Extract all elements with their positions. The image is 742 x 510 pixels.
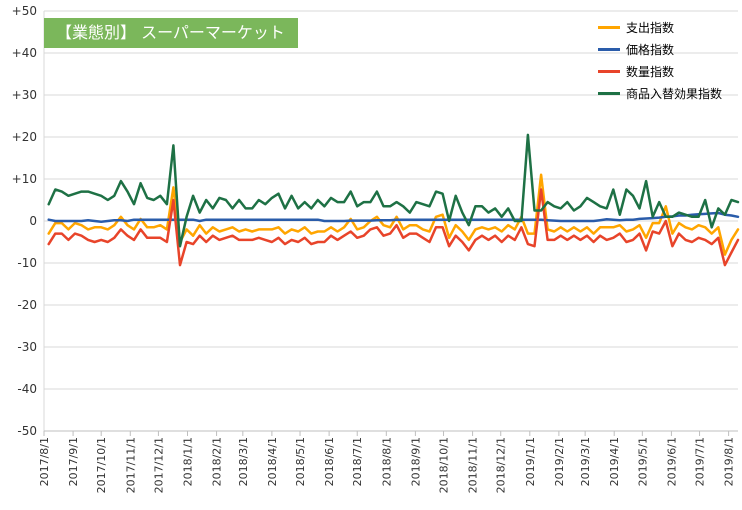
y-tick-label: -40 — [17, 382, 37, 396]
series-line — [47, 211, 740, 224]
legend-item: 支出指数 — [598, 16, 722, 38]
x-tick-label: 2018/5/1 — [294, 437, 307, 486]
legend-item: 価格指数 — [598, 38, 722, 60]
x-tick-label: 2017/11/1 — [124, 437, 137, 493]
legend-item: 商品入替効果指数 — [598, 82, 722, 104]
legend-label: 価格指数 — [626, 42, 675, 57]
x-axis-tick-labels: 2017/8/1 2017/9/1 2017/10/1 2017/11/1 2017/1… — [38, 437, 736, 493]
legend: 支出指数価格指数数量指数商品入替効果指数 — [598, 16, 722, 104]
legend-swatch — [598, 25, 620, 29]
legend-label: 商品入替効果指数 — [626, 86, 723, 101]
legend-label: 数量指数 — [626, 64, 675, 79]
y-tick-label: +50 — [12, 4, 37, 18]
series-line — [47, 188, 740, 267]
x-tick-label: 2019/5/1 — [636, 437, 649, 486]
y-tick-label: 0 — [29, 214, 37, 228]
legend-item: 数量指数 — [598, 60, 722, 82]
y-tick-label: +20 — [12, 130, 37, 144]
y-tick-label: -30 — [17, 340, 37, 354]
x-tick-label: 2017/8/1 — [38, 437, 51, 486]
x-tick-label: 2018/1/1 — [181, 437, 194, 486]
x-tick-label: 2017/12/1 — [152, 437, 165, 493]
x-tick-label: 2018/3/1 — [237, 437, 250, 486]
x-tick-label: 2018/4/1 — [266, 437, 279, 486]
x-tick-label: 2019/2/1 — [553, 437, 566, 486]
x-tick-label: 2017/9/1 — [67, 437, 80, 486]
x-tick-label: 2018/2/1 — [211, 437, 224, 486]
x-tick-label: 2019/7/1 — [694, 437, 707, 486]
x-tick-label: 2019/3/1 — [579, 437, 592, 486]
x-tick-label: 2018/11/1 — [467, 437, 480, 493]
y-tick-label: +10 — [12, 172, 37, 186]
x-tick-label: 2019/4/1 — [608, 437, 621, 486]
y-tick-label: +40 — [12, 46, 37, 60]
y-axis-tick-labels: +50 +40 +30 +20 +10 0 -10 -20 -30 -40 -50 — [12, 4, 37, 438]
x-tick-label: 2019/6/1 — [665, 437, 678, 486]
series-lines — [47, 133, 740, 267]
chart-title: 【業態別】 スーパーマーケット — [44, 18, 298, 48]
x-tick-label: 2018/6/1 — [323, 437, 336, 486]
legend-label: 支出指数 — [626, 20, 675, 35]
series-line — [47, 133, 740, 248]
x-tick-label: 2018/7/1 — [351, 437, 364, 486]
x-tick-label: 2018/12/1 — [495, 437, 508, 493]
x-tick-label: 2018/8/1 — [380, 437, 393, 486]
x-tick-label: 2017/10/1 — [95, 437, 108, 493]
series-line — [47, 173, 740, 256]
x-tick-label: 2018/10/1 — [438, 437, 451, 493]
y-tick-label: -50 — [17, 424, 37, 438]
legend-swatch — [598, 91, 620, 95]
y-tick-label: -20 — [17, 298, 37, 312]
x-tick-label: 2018/9/1 — [409, 437, 422, 486]
y-tick-label: +30 — [12, 88, 37, 102]
y-tick-label: -10 — [17, 256, 37, 270]
legend-swatch — [598, 47, 620, 51]
x-tick-label: 2019/1/1 — [524, 437, 537, 486]
x-tick-label: 2019/8/1 — [723, 437, 736, 486]
legend-swatch — [598, 69, 620, 73]
